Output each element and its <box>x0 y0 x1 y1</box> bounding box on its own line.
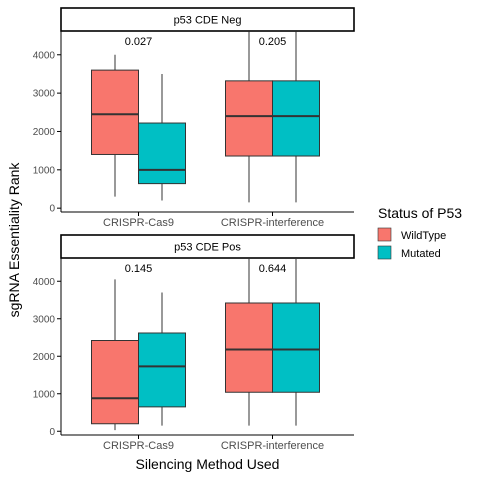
panel-bottom-y-ticks: 0 1000 2000 3000 4000 <box>33 277 61 438</box>
panel-bottom-marks: 0.145 0.644 <box>91 258 320 431</box>
legend-key-mutated <box>377 245 392 260</box>
p-value-label: 0.027 <box>125 36 153 48</box>
p-value-label: 0.145 <box>125 263 153 275</box>
x-tick-label: CRISPR-interference <box>221 217 324 229</box>
strip-top-label: p53 CDE Neg <box>174 15 242 27</box>
y-tick-label: 0 <box>49 427 55 438</box>
y-tick-label: 0 <box>49 204 55 215</box>
y-tick-label: 1000 <box>33 165 56 176</box>
box-crispr-interference-mutated <box>272 80 320 157</box>
strip-top-box <box>60 7 355 32</box>
panel-top-x-ticks: CRISPR-Cas9 CRISPR-interference <box>103 212 324 229</box>
y-tick-label: 3000 <box>33 89 56 100</box>
box-crispr-interference-wildtype <box>225 302 273 393</box>
box-crispr-interference-mutated <box>272 302 320 393</box>
box-crispr-cas9-wildtype <box>91 69 139 155</box>
box-crispr-cas9-wildtype <box>91 340 139 425</box>
x-tick-label: CRISPR-Cas9 <box>103 217 174 229</box>
x-tick-label: CRISPR-interference <box>221 440 324 452</box>
legend-key-wildtype <box>377 227 392 242</box>
box-crispr-interference-wildtype <box>225 80 273 157</box>
y-tick-label: 3000 <box>33 314 56 325</box>
strip-bottom-box <box>60 234 355 259</box>
panel-top-y-ticks: 0 1000 2000 3000 4000 <box>33 50 61 215</box>
panel-bottom: p53 CDE Pos 0.145 0.644 0 1000 2000 3000 4000… <box>33 234 355 452</box>
x-axis-title: Silencing Method Used <box>136 456 280 472</box>
p-value-label: 0.205 <box>259 36 287 48</box>
panel-top: p53 CDE Neg 0.027 0.205 0 1000 2000 3000 4000… <box>33 7 355 229</box>
y-tick-label: 4000 <box>33 50 56 61</box>
box-crispr-cas9-mutated <box>138 122 186 185</box>
y-tick-label: 2000 <box>33 352 56 363</box>
y-tick-label: 1000 <box>33 389 56 400</box>
x-tick-label: CRISPR-Cas9 <box>103 440 174 452</box>
y-axis-title: sgRNA Essentiality Rank <box>6 162 22 318</box>
panel-bottom-x-ticks: CRISPR-Cas9 CRISPR-interference <box>103 435 324 452</box>
legend-label-wildtype: WildType <box>401 230 446 242</box>
p-value-label: 0.644 <box>259 263 287 275</box>
panel-top-marks: 0.027 0.205 <box>91 31 320 203</box>
legend: Status of P53 WildType Mutated <box>377 205 462 260</box>
strip-bottom-label: p53 CDE Pos <box>174 242 241 254</box>
legend-label-mutated: Mutated <box>401 248 441 260</box>
y-tick-label: 4000 <box>33 277 56 288</box>
box-crispr-cas9-mutated <box>138 332 186 408</box>
legend-title: Status of P53 <box>378 205 462 221</box>
y-tick-label: 2000 <box>33 127 56 138</box>
